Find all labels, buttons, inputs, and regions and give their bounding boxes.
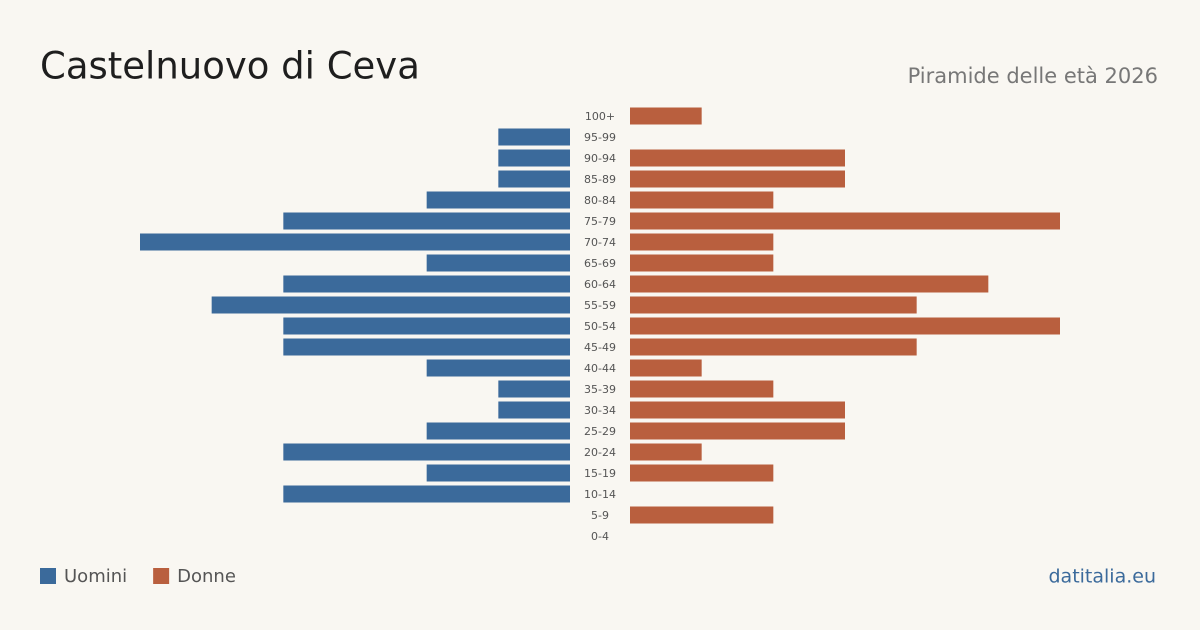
bar — [630, 338, 917, 356]
age-label: 40-44 — [584, 362, 616, 375]
age-label: 100+ — [585, 110, 615, 123]
age-label: 5-9 — [591, 509, 609, 522]
age-label: 55-59 — [584, 299, 616, 312]
bar — [630, 359, 702, 377]
bar — [630, 422, 845, 440]
age-label: 70-74 — [584, 236, 616, 249]
bar — [283, 275, 570, 293]
bar — [498, 380, 570, 398]
legend-label: Uomini — [64, 566, 127, 587]
age-label: 0-4 — [591, 530, 609, 543]
age-label: 90-94 — [584, 152, 616, 165]
bar — [283, 485, 570, 503]
bar — [630, 464, 774, 482]
bar — [630, 233, 774, 251]
bar — [140, 233, 570, 251]
bar — [426, 191, 570, 209]
age-label: 25-29 — [584, 425, 616, 438]
age-label: 75-79 — [584, 215, 616, 228]
age-label: 20-24 — [584, 446, 616, 459]
chart-subtitle: Piramide delle età 2026 — [908, 64, 1158, 88]
age-label: 45-49 — [584, 341, 616, 354]
bar — [498, 401, 570, 419]
bar — [630, 506, 774, 524]
bar — [426, 464, 570, 482]
age-label: 35-39 — [584, 383, 616, 396]
source: datitalia.eu — [1049, 566, 1157, 588]
bar — [426, 254, 570, 272]
bar — [630, 317, 1060, 335]
legend-label: Donne — [177, 566, 236, 587]
bar — [630, 107, 702, 125]
bar — [283, 338, 570, 356]
age-label: 10-14 — [584, 488, 616, 501]
age-label: 30-34 — [584, 404, 616, 417]
bar — [630, 212, 1060, 230]
age-label: 80-84 — [584, 194, 616, 207]
bar — [211, 296, 570, 314]
bar — [630, 149, 845, 167]
bar — [630, 443, 702, 461]
bar — [630, 401, 845, 419]
age-label: 60-64 — [584, 278, 616, 291]
age-label: 85-89 — [584, 173, 616, 186]
bar — [426, 359, 570, 377]
bar — [630, 380, 774, 398]
age-label: 95-99 — [584, 131, 616, 144]
bar — [630, 296, 917, 314]
bar — [498, 128, 570, 146]
bar — [283, 317, 570, 335]
bar — [630, 191, 774, 209]
legend-swatch — [153, 568, 170, 584]
age-label: 65-69 — [584, 257, 616, 270]
bar — [283, 212, 570, 230]
bar — [630, 254, 774, 272]
bar — [498, 170, 570, 188]
chart-title: Castelnuovo di Ceva — [40, 45, 420, 88]
age-label: 15-19 — [584, 467, 616, 480]
legend-swatch — [40, 568, 56, 584]
bar — [630, 170, 845, 188]
age-label: 50-54 — [584, 320, 616, 333]
bar — [498, 149, 570, 167]
bar — [630, 275, 989, 293]
bar — [426, 422, 570, 440]
bar — [283, 443, 570, 461]
